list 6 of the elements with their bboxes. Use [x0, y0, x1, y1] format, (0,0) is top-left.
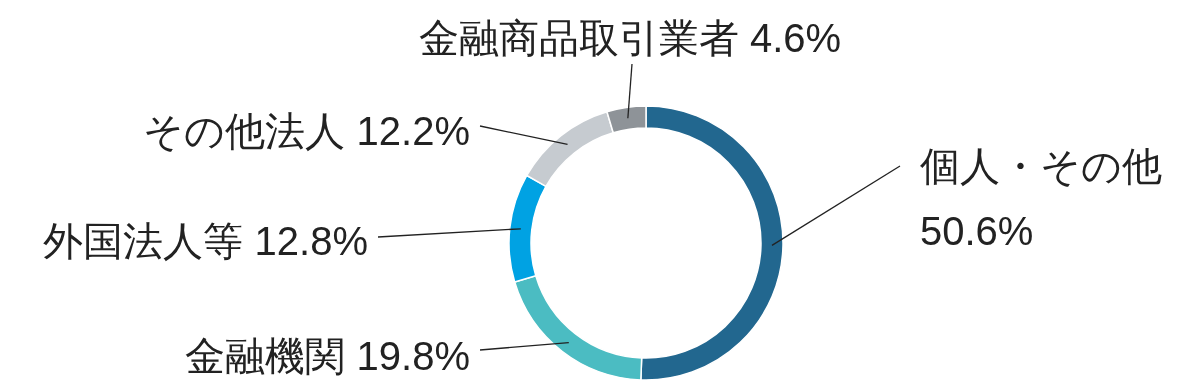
data-label: 50.6%	[920, 209, 1034, 253]
slice-label: 外国法人等 12.8%	[43, 219, 368, 263]
slice-label: 金融機関 19.8%	[185, 334, 470, 378]
slice-label: その他法人 12.2%	[143, 109, 470, 153]
slice-label: 金融商品取引業者 4.6%	[418, 16, 842, 60]
slice-label: 個人・その他	[920, 144, 1162, 188]
